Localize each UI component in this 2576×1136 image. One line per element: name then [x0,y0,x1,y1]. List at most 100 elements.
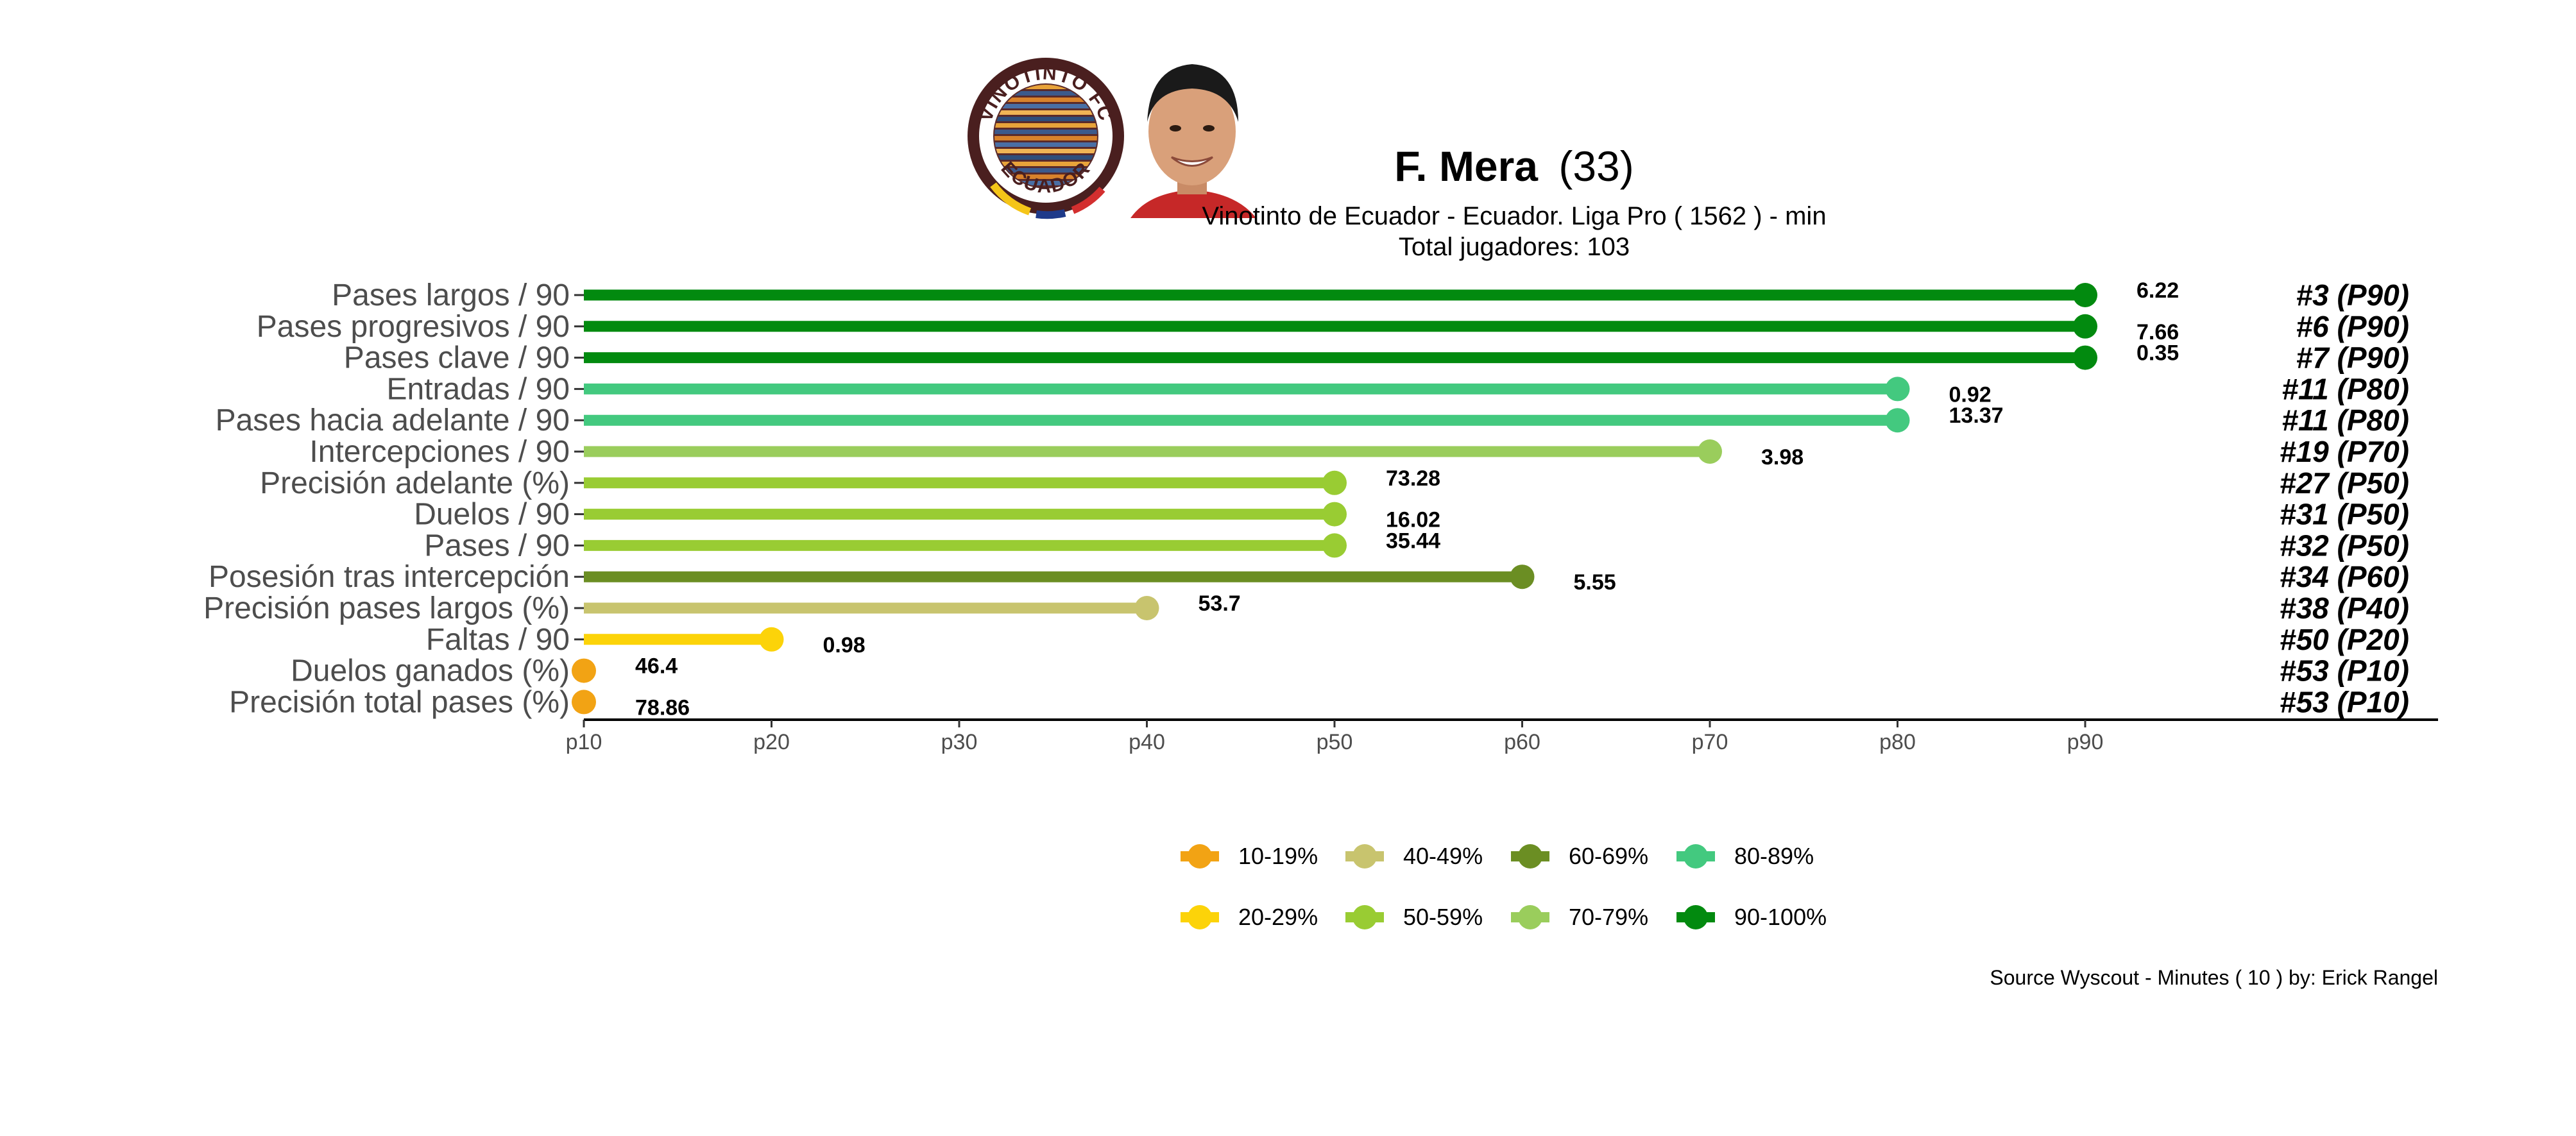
legend-label: 90-100% [1734,904,1827,930]
player-age: (33) [1558,142,1633,190]
x-tick-label: p90 [2067,730,2104,754]
logo-stripe [994,168,1097,173]
photo-smile [1171,156,1213,167]
metric-dot [1510,564,1535,589]
metric-rank-label: #31 (P50) [2280,498,2409,531]
legend-swatch-dot [1684,905,1708,929]
photo-face [1148,78,1236,185]
legend-item: 50-59% [1345,904,1483,930]
metric-rank-label: #3 (P90) [2296,278,2409,312]
metric-label: Pases progresivos / 90 [257,310,570,344]
metric-value-label: 53.7 [1198,591,1241,616]
metric-label: Precisión pases largos (%) [203,591,570,625]
metric-value-label: 13.37 [1949,403,2004,428]
metric-dot [572,658,596,683]
metric-label: Pases / 90 [424,529,570,563]
legend-item: 90-100% [1676,904,1827,930]
legend-swatch-dot [1188,905,1212,929]
metric-dot [2073,345,2097,370]
metric-row: Duelos ganados (%) 46.4 #53 (P10) [291,654,2409,688]
legend-swatch-dot [1518,844,1542,869]
metric-dot [1698,439,1722,464]
legend-item: 10-19% [1181,843,1318,869]
subtitle: Vinotinto de Ecuador - Ecuador. Liga Pro… [1202,202,1826,230]
chart-rows: Pases largos / 90 6.22 #3 (P90)Pases progr… [203,278,2409,720]
metric-value-label: 3.98 [1761,445,1804,470]
metric-label: Precisión adelante (%) [260,466,570,500]
photo-hair [1147,64,1238,122]
x-tick-label: p10 [566,730,602,754]
metric-dot [1885,408,1910,433]
x-tick-label: p50 [1317,730,1353,754]
x-tick-label: p30 [941,730,978,754]
metric-row: Faltas / 90 0.98 #50 (P20) [426,623,2409,657]
metric-label: Pases clave / 90 [344,341,570,375]
metric-rank-label: #27 (P50) [2280,466,2409,500]
logo-stripe [994,174,1097,179]
metric-label: Pases hacia adelante / 90 [216,403,570,437]
metric-row: Pases clave / 90 0.35 #7 (P90) [344,341,2409,375]
legend-label: 10-19% [1238,843,1318,869]
metric-label: Posesión tras intercepción [209,560,570,594]
legend-item: 80-89% [1676,843,1814,869]
logo-stripe [994,162,1097,166]
photo-shirt [1130,190,1256,218]
metric-value-label: 78.86 [635,695,690,720]
logo-stripe [994,155,1097,160]
legend-swatch-dot [1352,844,1377,869]
source-note: Source Wyscout - Minutes ( 10 ) by: Eric… [1990,966,2438,989]
legend-item: 60-69% [1511,843,1648,869]
club-logo: VINOTINTO FC ECUADOR [968,58,1124,219]
x-tick-label: p20 [753,730,790,754]
legend-label: 20-29% [1238,904,1318,930]
logo-stripe [994,181,1097,185]
logo-stripe [994,136,1097,140]
legend-item: 20-29% [1181,904,1318,930]
player-title: F. Mera (33) [1394,142,1633,190]
metric-rank-label: #53 (P10) [2280,654,2409,688]
metric-value-label: 0.98 [823,633,866,657]
legend-label: 70-79% [1569,904,1648,930]
legend-swatch-dot [1518,905,1542,929]
metric-dot [2073,283,2097,307]
total-players: Total jugadores: 103 [1399,233,1630,261]
metric-dot [759,627,784,652]
x-axis-ticks: p10 p20 p30 p40 p50 p60 p70 p80 p90 [566,720,2104,754]
metric-label: Duelos / 90 [414,498,570,532]
metric-row: Precisión total pases (%) 78.86 #53 (P10) [229,685,2409,720]
legend-swatch-dot [1352,905,1377,929]
metric-row: Pases progresivos / 90 7.66 #6 (P90) [257,310,2409,344]
metric-row: Intercepciones / 90 3.98 #19 (P70) [309,435,2409,470]
legend: 10-19% 20-29% 40-49% 50-59% 60-69% 70-79% 80-8… [1181,843,1827,930]
metric-rank-label: #32 (P50) [2280,529,2409,562]
metric-dot [2073,314,2097,339]
photo-eye-right [1203,125,1215,131]
logo-stripe [994,104,1097,108]
metric-dot [1322,470,1347,495]
metric-dot [1134,596,1159,620]
metric-value-label: 5.55 [1574,570,1616,595]
metric-rank-label: #6 (P90) [2296,310,2409,343]
player-photo [1130,64,1256,218]
logo-stripes [994,85,1097,185]
metric-label: Duelos ganados (%) [291,654,570,688]
logo-stripe [994,149,1097,153]
metric-row: Pases hacia adelante / 90 13.37 #11 (P80) [216,403,2409,437]
x-tick-label: p80 [1879,730,1916,754]
metric-rank-label: #11 (P80) [2282,372,2409,405]
logo-stripe [994,123,1097,128]
x-tick-label: p40 [1129,730,1165,754]
metric-label: Intercepciones / 90 [309,435,570,469]
logo-stripe [994,142,1097,147]
legend-swatch-dot [1684,844,1708,869]
metric-dot [1322,533,1347,558]
logo-accent-blue [1036,209,1066,219]
metric-value-label: 46.4 [635,654,678,679]
metric-value-label: 16.02 [1386,508,1440,532]
plot-area: p10 p20 p30 p40 p50 p60 p70 p80 p90 Pases largos… [203,278,2438,754]
metric-row: Posesión tras intercepción 5.55 #34 (P60) [209,560,2409,595]
metric-row: Pases / 90 35.44 #32 (P50) [424,529,2409,563]
legend-label: 60-69% [1569,843,1648,869]
logo-accent-yellow [990,182,1032,216]
metric-rank-label: #34 (P60) [2280,560,2409,593]
